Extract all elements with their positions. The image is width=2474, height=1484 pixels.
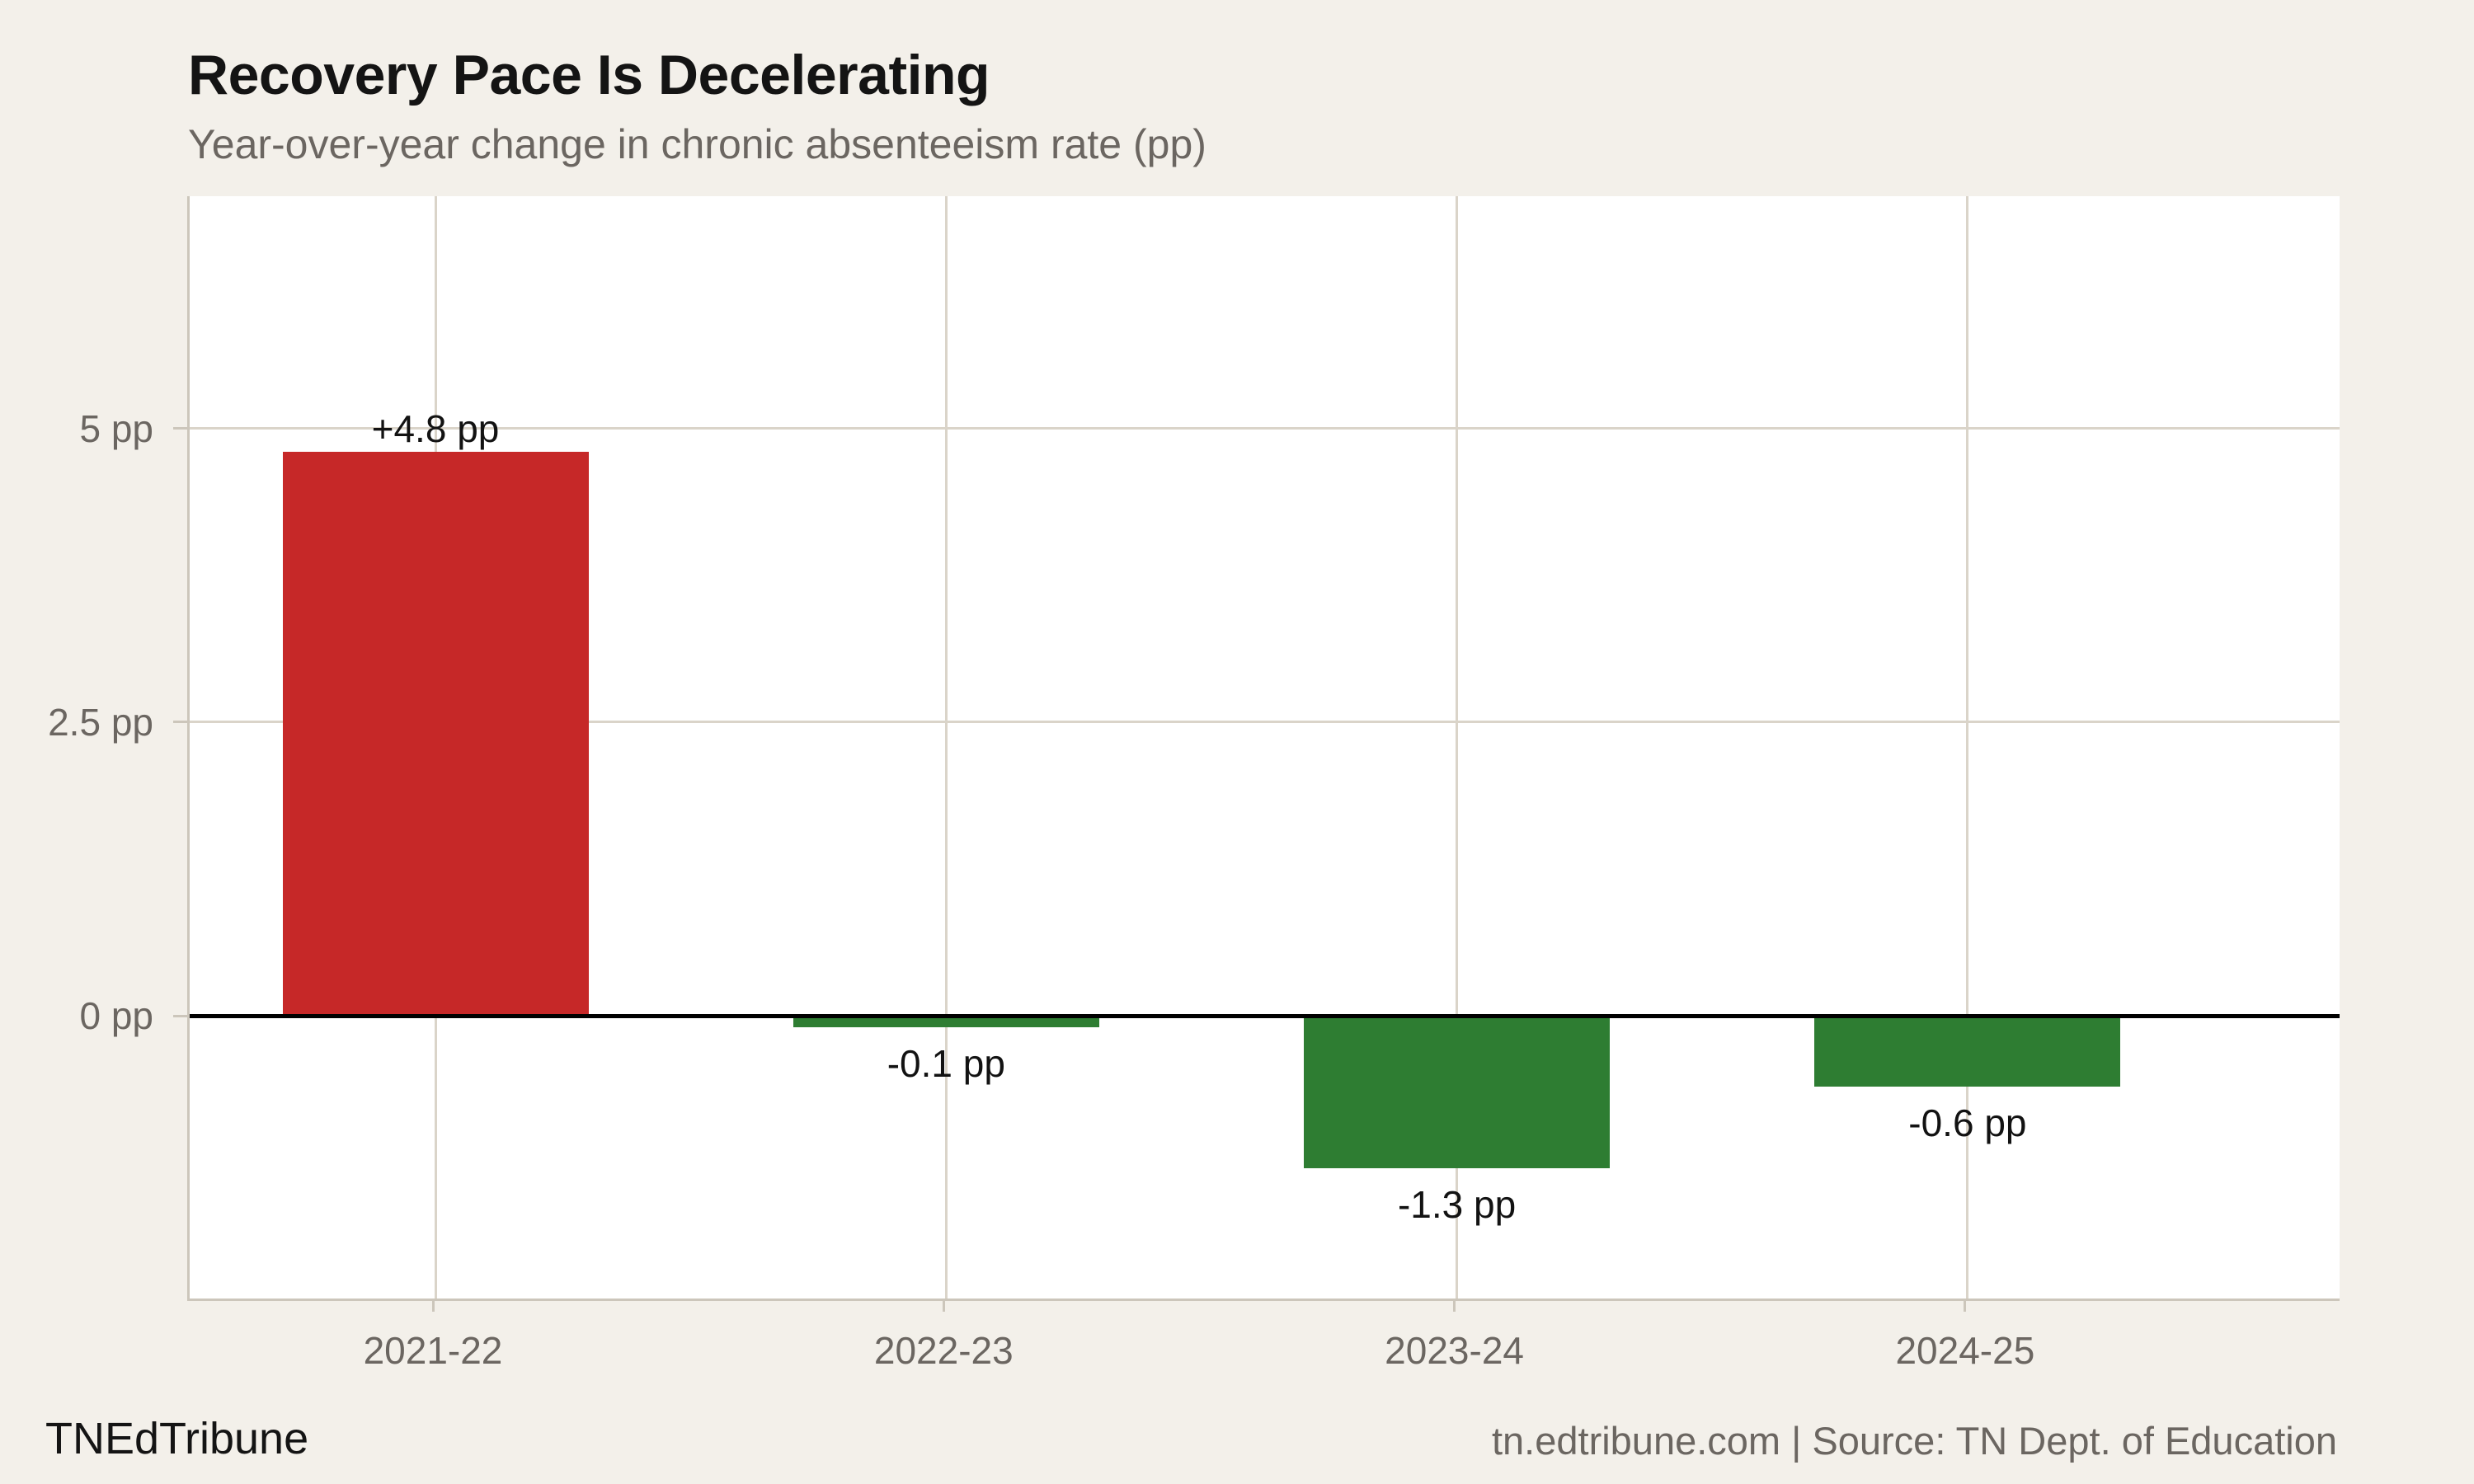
bar-2023-24 bbox=[1304, 1016, 1611, 1169]
x-tick-label-2024-25: 2024-25 bbox=[1895, 1329, 2035, 1372]
bar-2022-23 bbox=[793, 1016, 1099, 1028]
x-tick-mark-2024-25 bbox=[1964, 1298, 1967, 1312]
x-tick-label-2021-22: 2021-22 bbox=[363, 1329, 503, 1372]
x-tick-label-2023-24: 2023-24 bbox=[1385, 1329, 1524, 1372]
chart-title: Recovery Pace Is Decelerating bbox=[188, 44, 990, 106]
gridline-x-2024-25 bbox=[1966, 196, 1969, 1298]
x-tick-mark-2023-24 bbox=[1453, 1298, 1456, 1312]
footer-brand: TNEdTribune bbox=[45, 1414, 309, 1463]
x-tick-label-2022-23: 2022-23 bbox=[873, 1329, 1014, 1372]
x-tick-mark-2022-23 bbox=[942, 1298, 945, 1312]
bar-2024-25 bbox=[1814, 1016, 2121, 1087]
bar-value-label-2021-22: +4.8 pp bbox=[371, 407, 500, 450]
plot-area: +4.8 pp -0.1 pp -1.3 pp -0.6 pp bbox=[187, 196, 2340, 1301]
gridline-y-5-pp bbox=[190, 427, 2340, 430]
y-tick-mark-0 bbox=[173, 1014, 187, 1017]
y-tick-mark-2.5 bbox=[173, 721, 187, 724]
gridline-y-2.5-pp bbox=[190, 721, 2340, 724]
chart-subtitle: Year-over-year change in chronic absente… bbox=[188, 121, 1206, 167]
y-tick-label-2.5: 2.5 pp bbox=[48, 700, 153, 744]
footer-source: tn.edtribune.com | Source: TN Dept. of E… bbox=[1491, 1419, 2337, 1463]
gridline-x-2023-24 bbox=[1456, 196, 1459, 1298]
bar-value-label-2023-24: -1.3 pp bbox=[1397, 1183, 1517, 1227]
y-tick-label-5: 5 pp bbox=[79, 406, 153, 450]
gridline-x-2022-23 bbox=[944, 196, 948, 1298]
zero-baseline bbox=[190, 1013, 2340, 1018]
bar-value-label-2024-25: -0.6 pp bbox=[1908, 1101, 2027, 1144]
bar-value-label-2022-23: -0.1 pp bbox=[887, 1042, 1005, 1086]
x-tick-mark-2021-22 bbox=[431, 1298, 435, 1312]
bar-2021-22 bbox=[282, 452, 589, 1016]
y-tick-label-0: 0 pp bbox=[79, 994, 153, 1037]
y-tick-mark-5 bbox=[173, 427, 187, 430]
